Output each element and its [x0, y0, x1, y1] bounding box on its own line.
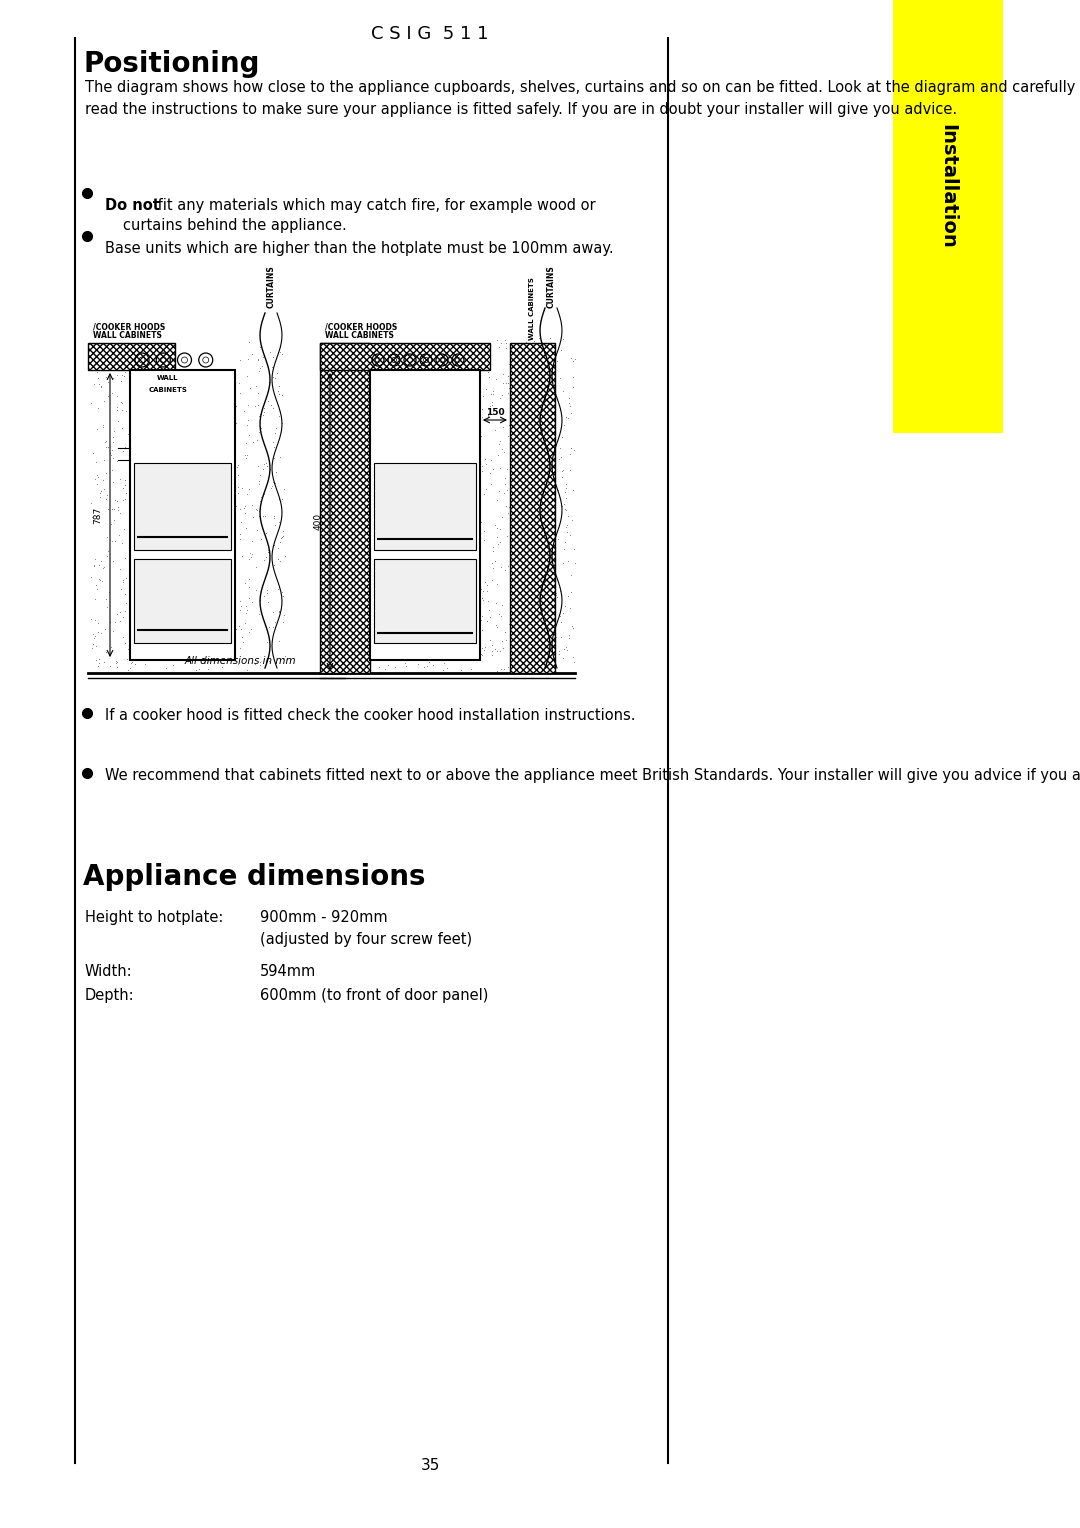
Text: C S I G  5 1 1: C S I G 5 1 1 [372, 24, 489, 43]
Text: WALL CABINETS: WALL CABINETS [325, 332, 394, 341]
Text: Height to hotplate:: Height to hotplate: [85, 911, 224, 924]
Text: WALL CABINETS: WALL CABINETS [93, 332, 162, 341]
Text: If a cooker hood is fitted check the cooker hood installation instructions.: If a cooker hood is fitted check the coo… [105, 707, 635, 723]
Bar [510, 342, 555, 672]
Text: less
than
400: less than 400 [135, 468, 154, 498]
Bar [893, 0, 1003, 432]
Bar [370, 370, 480, 660]
Text: curtains behind the appliance.: curtains behind the appliance. [123, 219, 347, 232]
Bar [87, 342, 175, 370]
Text: CURTAINS: CURTAINS [267, 266, 275, 309]
Bar [134, 463, 231, 550]
Text: 594mm: 594mm [260, 964, 316, 979]
Text: CABINETS: CABINETS [149, 387, 188, 393]
Text: Width:: Width: [85, 964, 133, 979]
Text: Positioning: Positioning [83, 50, 259, 78]
Text: Base units which are higher than the hotplate must be 100mm away.: Base units which are higher than the hot… [105, 241, 613, 257]
Text: (adjusted by four screw feet): (adjusted by four screw feet) [260, 932, 472, 947]
Bar [134, 559, 231, 643]
Bar [320, 342, 370, 672]
Text: 787: 787 [408, 506, 417, 524]
Text: Depth:: Depth: [85, 989, 135, 1002]
Text: 35: 35 [420, 1458, 440, 1473]
Bar [130, 370, 235, 660]
Text: We recommend that cabinets fitted next to or above the appliance meet British St: We recommend that cabinets fitted next t… [105, 769, 1080, 782]
Text: WALL: WALL [158, 374, 179, 380]
Text: All dimensions in mm: All dimensions in mm [185, 656, 296, 666]
Bar [145, 370, 190, 471]
Bar [320, 342, 370, 672]
Text: Installation: Installation [939, 124, 958, 249]
Bar [320, 342, 490, 370]
Bar [145, 370, 190, 471]
Text: /COOKER HOODS: /COOKER HOODS [93, 322, 165, 332]
Bar [320, 342, 490, 370]
Text: 600mm (to front of door panel): 600mm (to front of door panel) [260, 989, 488, 1002]
Bar [510, 342, 555, 672]
Bar [374, 559, 476, 643]
Text: 787: 787 [93, 506, 102, 524]
Text: fit any materials which may catch fire, for example wood or: fit any materials which may catch fire, … [153, 199, 596, 212]
Text: Appliance dimensions: Appliance dimensions [83, 863, 426, 891]
Bar [374, 463, 476, 550]
Text: WALL CABINETS: WALL CABINETS [529, 277, 536, 341]
Text: /COOKER HOODS: /COOKER HOODS [325, 322, 397, 332]
Text: The diagram shows how close to the appliance cupboards, shelves, curtains and so: The diagram shows how close to the appli… [85, 79, 1076, 116]
Text: Do not: Do not [105, 199, 160, 212]
Text: 100: 100 [129, 439, 147, 448]
Text: 400: 400 [314, 513, 323, 530]
Bar [87, 342, 175, 370]
Text: 900mm - 920mm: 900mm - 920mm [260, 911, 388, 924]
Text: CURTAINS: CURTAINS [546, 266, 555, 309]
Text: 150: 150 [486, 408, 504, 417]
